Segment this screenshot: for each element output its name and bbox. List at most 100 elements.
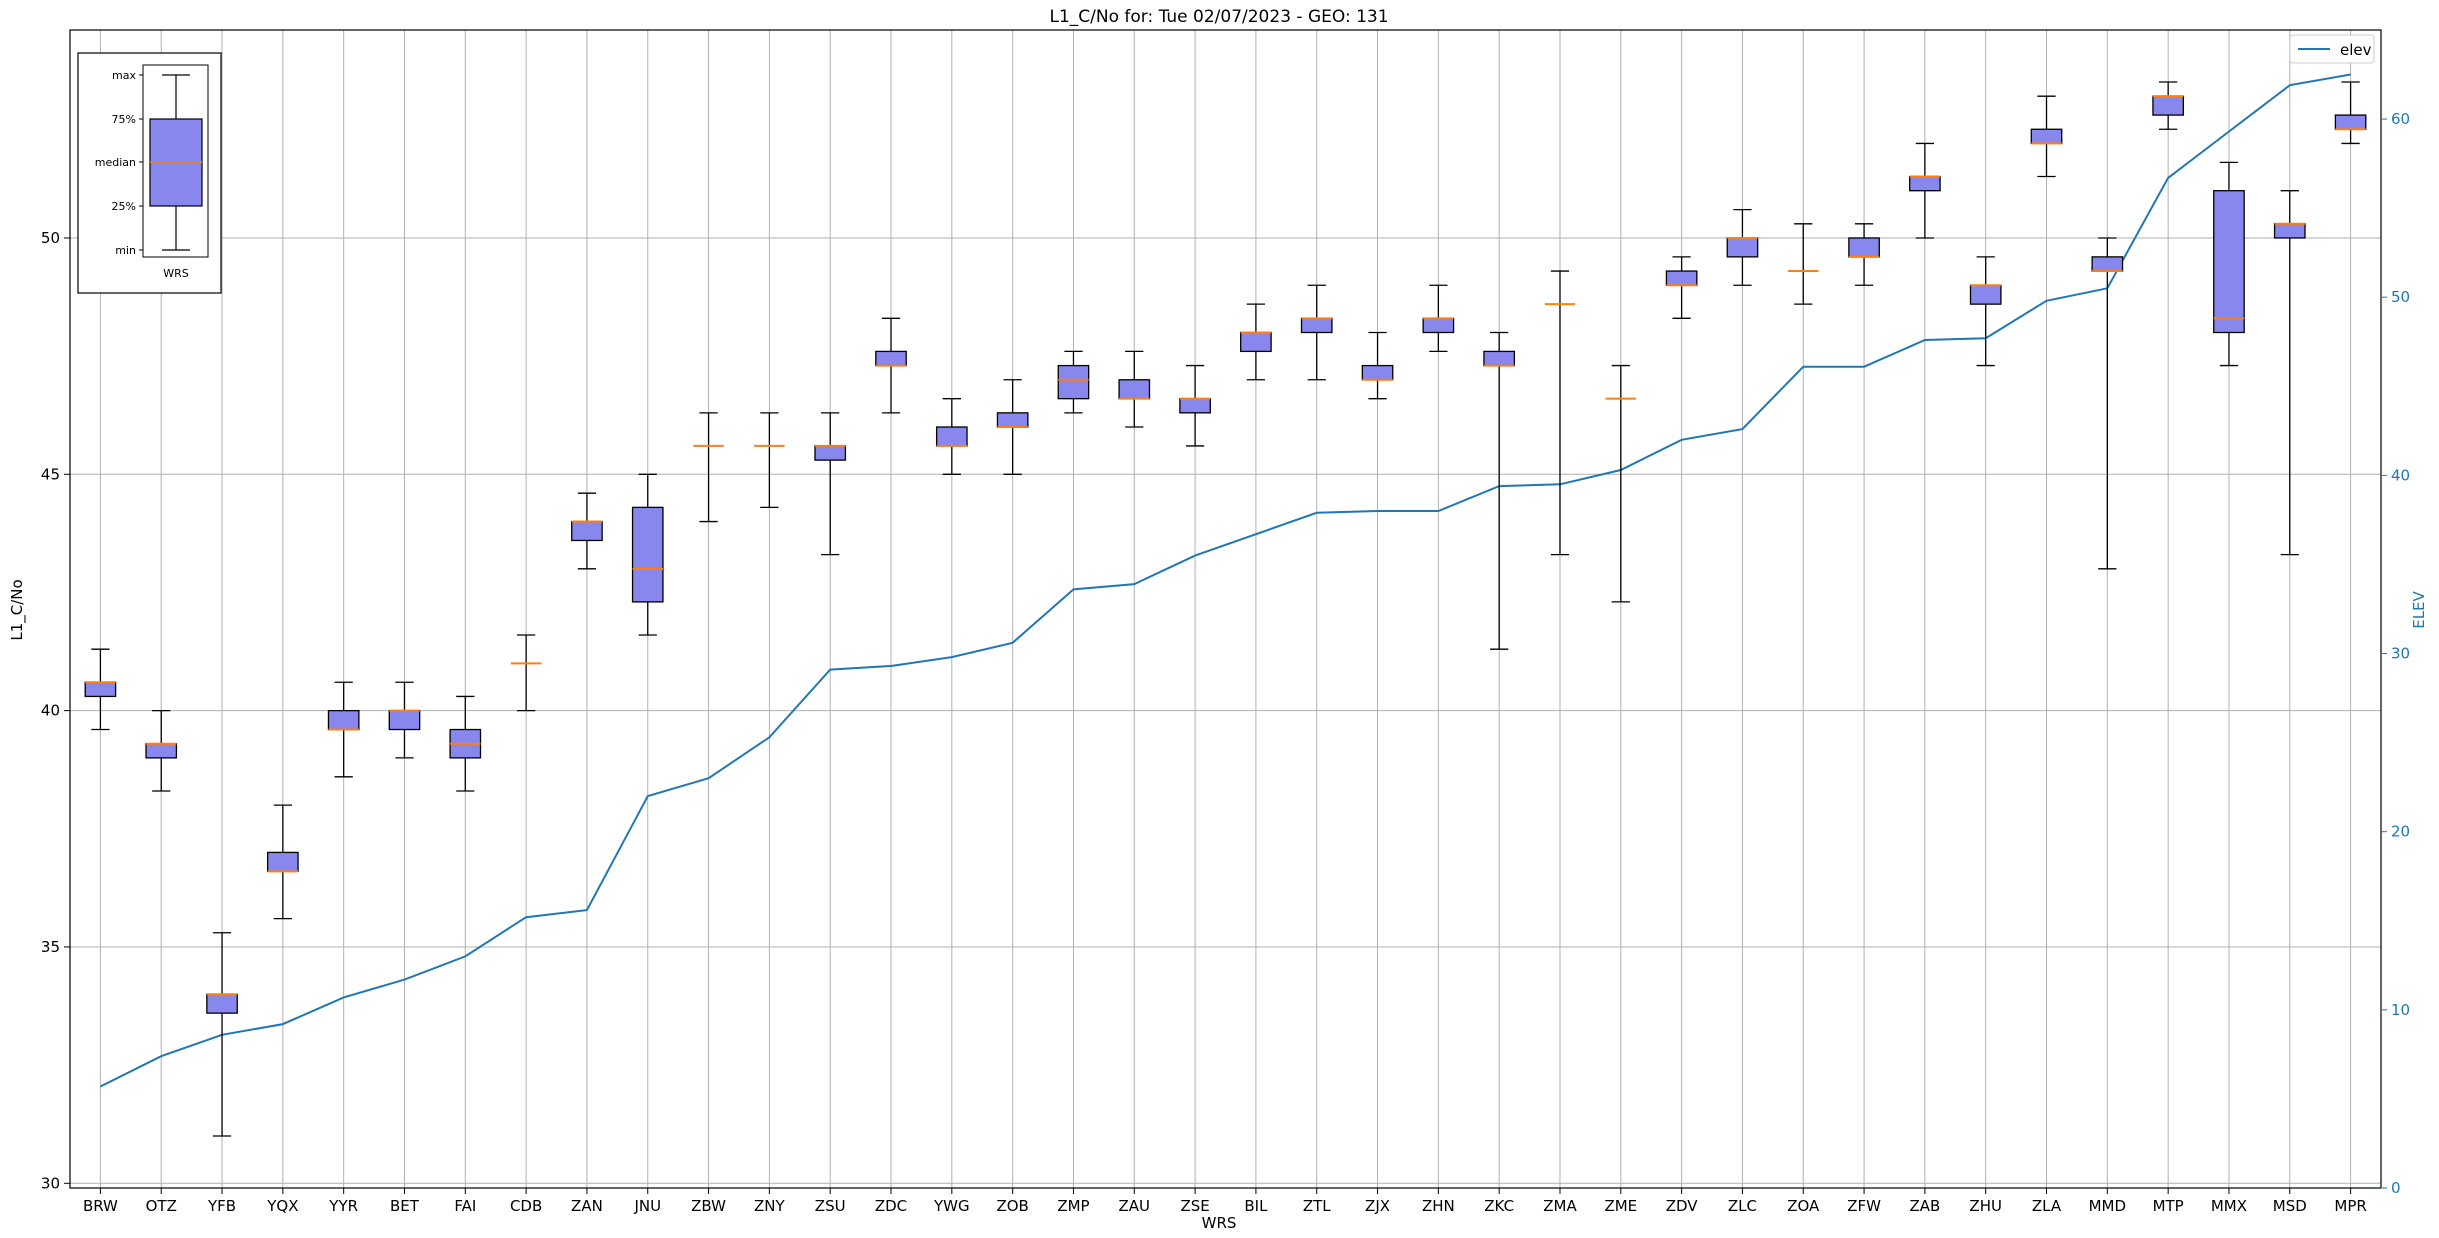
x-tick-label: JNU <box>633 1197 661 1215</box>
box-iqr <box>206 993 238 1014</box>
x-tick-label: ZME <box>1604 1197 1637 1215</box>
x-tick-label: ZMP <box>1057 1197 1089 1215</box>
box-ZNY <box>754 412 785 509</box>
x-tick-label: ZSE <box>1180 1197 1209 1215</box>
x-tick-label: ZOA <box>1787 1197 1820 1215</box>
box-ZSU <box>814 412 847 556</box>
box-ZHN <box>1422 284 1455 353</box>
box-iqr <box>1179 398 1211 414</box>
box-FAI <box>449 695 482 792</box>
box-iqr <box>1909 175 1941 192</box>
x-tick-label: ZLA <box>2032 1197 2062 1215</box>
x-axis-label: WRS <box>1202 1214 1237 1232</box>
box-MSD <box>2273 190 2306 556</box>
x-tick-label: ZHU <box>1969 1197 2002 1215</box>
x-tick-label: ZJX <box>1365 1197 1390 1215</box>
box-BET <box>388 681 421 759</box>
x-tick-label: ZAB <box>1909 1197 1940 1215</box>
y-right-tick-label: 10 <box>2391 1001 2410 1019</box>
plot-frame <box>69 29 2382 1189</box>
box-ZDC <box>875 317 907 414</box>
box-iqr <box>327 709 360 731</box>
y-tick-label: 35 <box>41 938 60 956</box>
box-CDB <box>510 634 542 712</box>
box-ZLA <box>2030 95 2063 178</box>
box-iqr <box>571 520 603 542</box>
box-iqr <box>267 851 299 872</box>
box-iqr <box>875 350 907 367</box>
y-axis-left: 30 35 40 45 50 <box>41 229 70 1192</box>
x-tick-label: ZKC <box>1484 1197 1514 1215</box>
inset-xlabel: WRS <box>163 267 189 280</box>
inset-axes <box>142 64 209 258</box>
x-tick-label: BRW <box>83 1197 118 1215</box>
inset-label: min <box>115 244 136 257</box>
grid <box>70 30 2381 1188</box>
box-ZKC <box>1483 331 1516 650</box>
box-iqr <box>935 426 968 447</box>
inset-box: max 75% median 25% min <box>95 69 203 257</box>
box-iqr <box>1726 237 1759 258</box>
box-BIL <box>1240 303 1272 381</box>
box-YYR <box>327 681 360 778</box>
box-OTZ <box>145 709 178 792</box>
chart-title: L1_C/No for: Tue 02/07/2023 - GEO: 131 <box>1049 7 1388 27</box>
x-tick-label: ZOB <box>996 1197 1028 1215</box>
x-tick-label: ZAN <box>571 1197 603 1215</box>
legend-elev-label: elev <box>2340 41 2372 59</box>
box-ZDV <box>1665 256 1698 319</box>
box-iqr <box>1118 379 1151 400</box>
box-ZAU <box>1118 350 1151 428</box>
box-iqr <box>1300 317 1333 334</box>
box-iqr <box>2091 256 2124 272</box>
box-iqr <box>1665 270 1698 286</box>
x-tick-label: MPR <box>2334 1197 2366 1215</box>
x-tick-label: MTP <box>2153 1197 2184 1215</box>
x-tick-label: BET <box>390 1197 420 1215</box>
box-ZMP <box>1057 350 1090 414</box>
box-MMD <box>2091 237 2124 570</box>
box-ZLC <box>1726 208 1759 286</box>
y-right-tick-label: 60 <box>2391 110 2410 128</box>
box-ZOB <box>996 379 1029 475</box>
x-tick-label: ZSU <box>815 1197 846 1215</box>
x-tick-label: ZHN <box>1422 1197 1455 1215</box>
inset-label: 25% <box>112 200 136 213</box>
box-iqr <box>996 412 1029 428</box>
box-YWG <box>935 398 968 475</box>
x-tick-label: ZLC <box>1728 1197 1757 1215</box>
x-tick-label: FAI <box>454 1197 476 1215</box>
box-iqr <box>145 743 178 759</box>
box-MMX <box>2213 161 2245 367</box>
y-right-tick-label: 0 <box>2391 1179 2401 1197</box>
box-iqr <box>1969 284 2002 305</box>
box-iqr <box>1422 317 1455 334</box>
x-tick-label: MMX <box>2211 1197 2247 1215</box>
box-iqr <box>1240 331 1272 353</box>
x-tick-label: YWG <box>933 1197 970 1215</box>
y-right-tick-label: 50 <box>2391 288 2410 306</box>
box-ZJX <box>1361 331 1394 400</box>
box-iqr <box>2213 190 2245 334</box>
box-YFB <box>206 932 238 1137</box>
box-iqr <box>1057 364 1090 400</box>
y-right-tick-label: 40 <box>2391 466 2410 484</box>
box-iqr <box>1483 350 1516 367</box>
y-right-tick-label: 20 <box>2391 823 2410 841</box>
inset-legend: max 75% median 25% min WRS <box>77 52 222 294</box>
x-tick-label: MMD <box>2089 1197 2126 1215</box>
x-tick-label: ZMA <box>1543 1197 1577 1215</box>
box-iqr <box>1848 237 1880 258</box>
box-BRW <box>84 648 117 731</box>
box-ZSE <box>1179 364 1211 447</box>
x-tick-label: ZNY <box>754 1197 785 1215</box>
box-iqr <box>2152 95 2184 116</box>
x-tick-label: OTZ <box>146 1197 177 1215</box>
boxes <box>84 81 2367 1137</box>
x-tick-label: YQX <box>266 1197 298 1215</box>
inset-label: median <box>95 156 136 169</box>
x-tick-label: CDB <box>510 1197 542 1215</box>
x-axis: BRW OTZ YFB YQX YYR BET FAI CDB ZAN JNU ZBW ZNY ZSU Z… <box>83 1188 2367 1215</box>
box-iqr <box>814 445 847 461</box>
